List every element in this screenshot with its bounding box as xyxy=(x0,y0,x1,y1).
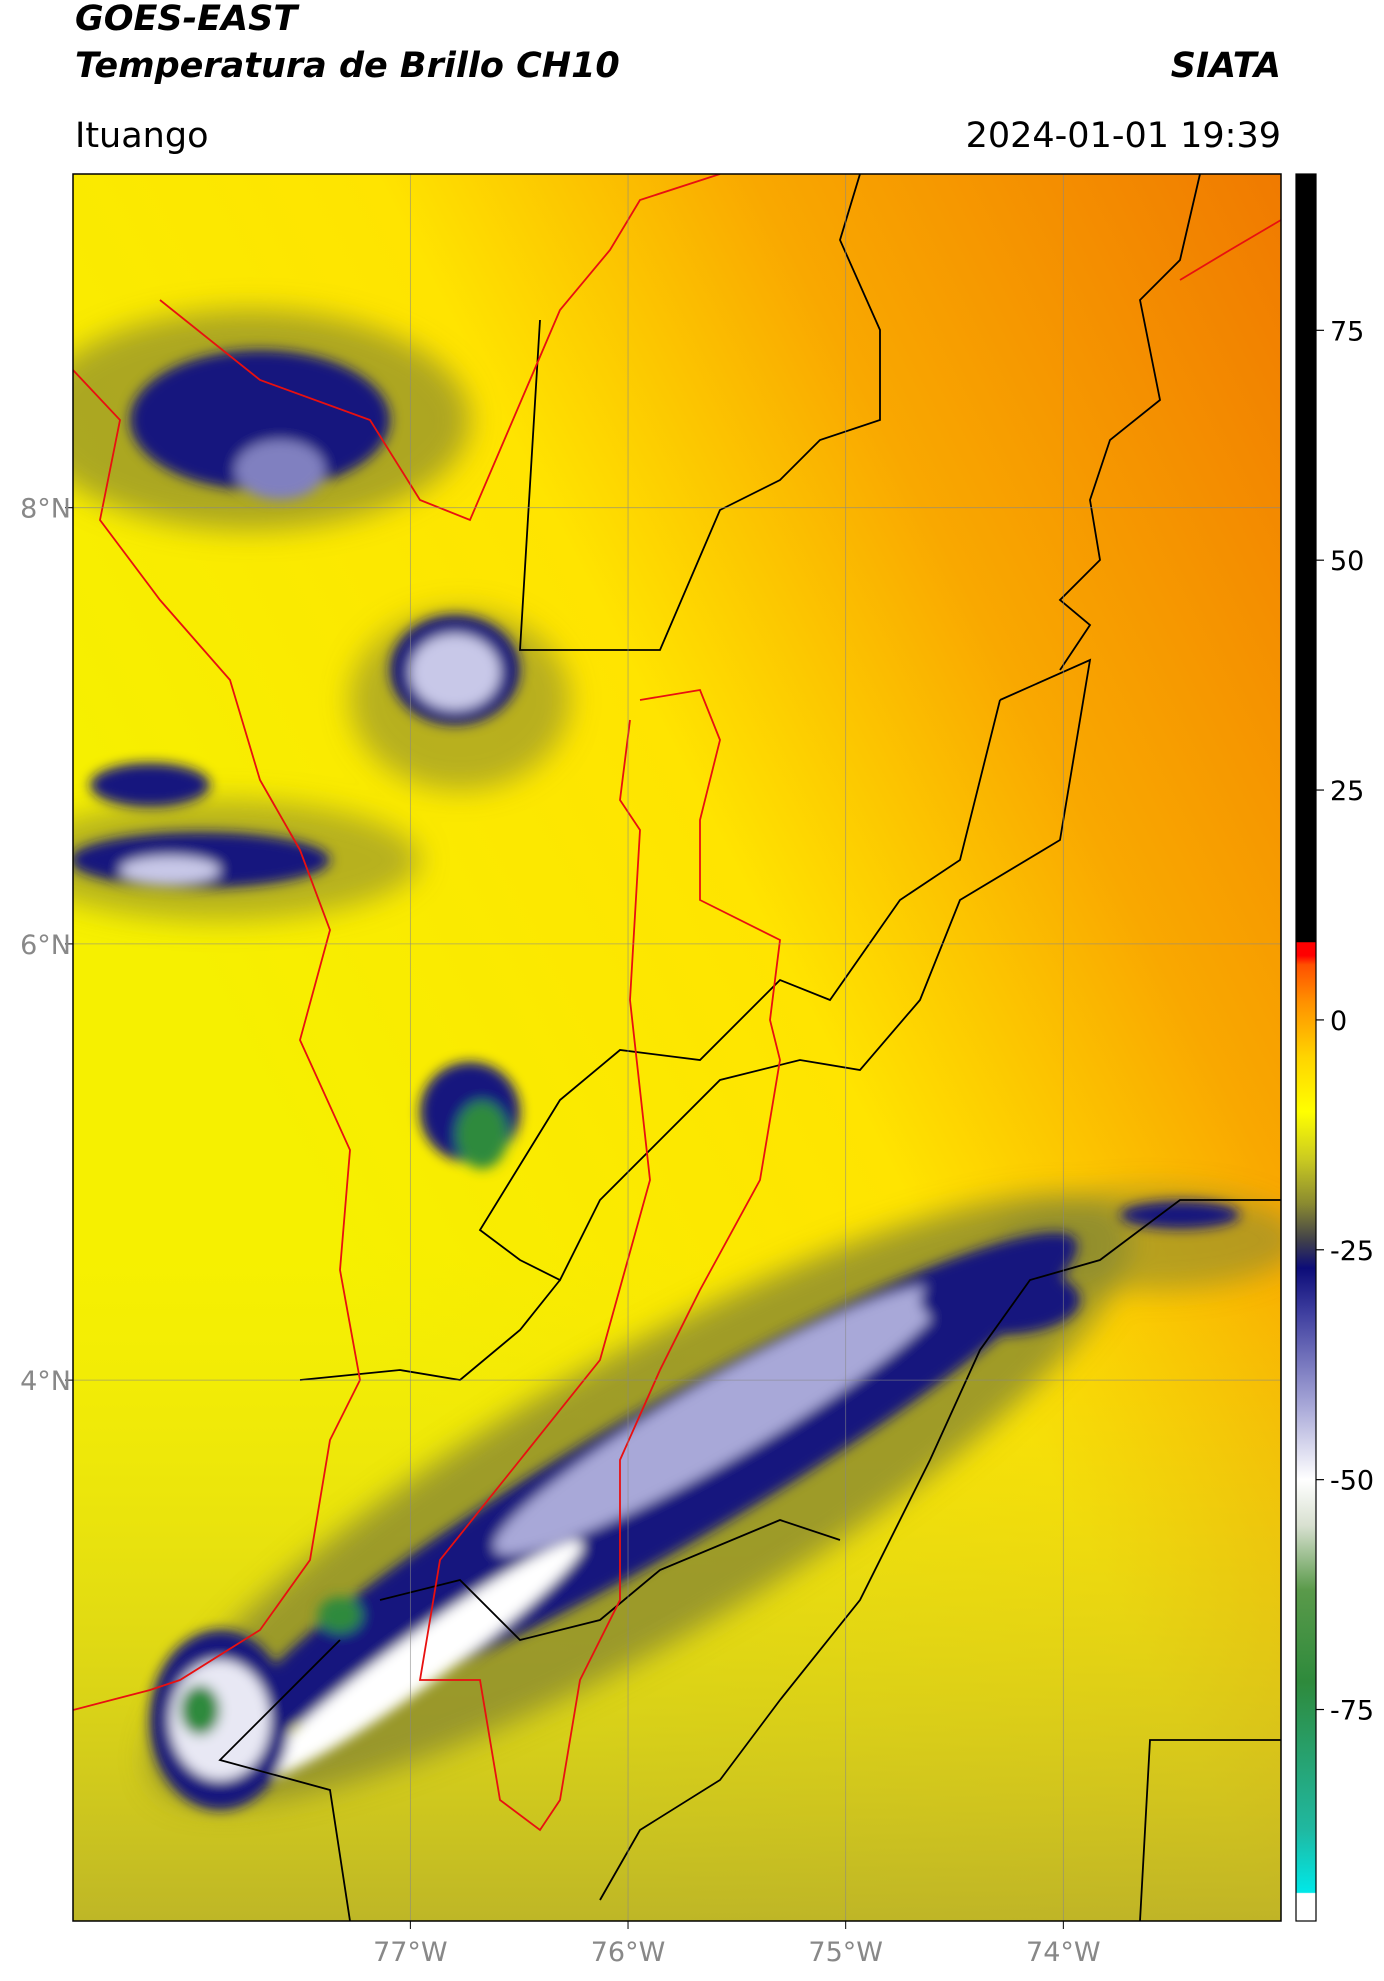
colorbar-tick-label: 0 xyxy=(1330,1006,1347,1037)
satellite: GOES-EAST xyxy=(75,0,300,39)
colorbar-tick-label: -25 xyxy=(1330,1236,1374,1267)
colorbar-tick-label: -75 xyxy=(1330,1696,1374,1727)
location: Ituango xyxy=(75,116,209,156)
x-tick-label: 75°W xyxy=(808,1937,883,1968)
product: Temperatura de Brillo CH10 xyxy=(75,46,620,86)
map-frame xyxy=(72,173,1282,1922)
satellite-image xyxy=(73,174,1281,1921)
agency: SIATA xyxy=(1171,46,1281,86)
x-tick-label: 77°W xyxy=(373,1937,448,1968)
colorbar-tick-label: 50 xyxy=(1330,546,1364,577)
colorbar-tick-label: -50 xyxy=(1330,1466,1374,1497)
colorbar-tick-label: 25 xyxy=(1330,776,1364,807)
graticule xyxy=(65,174,1281,1929)
datetime: 2024-01-01 19:39 xyxy=(966,116,1281,156)
colorbar xyxy=(1295,173,1317,1922)
colorbar-tick-label: 75 xyxy=(1330,316,1364,347)
y-tick-label: 8°N xyxy=(20,494,71,525)
y-tick-label: 4°N xyxy=(20,1366,71,1397)
x-tick-label: 74°W xyxy=(1026,1937,1101,1968)
y-tick-label: 6°N xyxy=(20,930,71,961)
x-tick-label: 76°W xyxy=(591,1937,666,1968)
